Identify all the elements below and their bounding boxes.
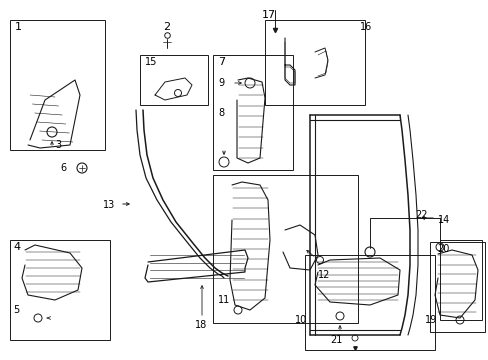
Text: 18: 18	[195, 320, 207, 330]
Text: 9: 9	[218, 78, 224, 88]
Text: 14: 14	[437, 215, 449, 225]
Text: 12: 12	[317, 270, 330, 280]
Bar	[213, 55, 292, 170]
Text: 13: 13	[103, 200, 115, 210]
Text: 15: 15	[145, 57, 157, 67]
Bar	[10, 240, 110, 340]
Bar	[429, 242, 484, 332]
Text: 16: 16	[359, 22, 371, 32]
Text: 5: 5	[13, 305, 19, 315]
Text: 17: 17	[262, 10, 276, 20]
Text: 19: 19	[424, 315, 436, 325]
Text: 21: 21	[329, 335, 342, 345]
Text: 10: 10	[294, 315, 306, 325]
Text: 8: 8	[218, 108, 224, 118]
Bar	[10, 20, 105, 150]
Bar	[264, 20, 364, 105]
Text: 22: 22	[414, 210, 427, 220]
Text: 11: 11	[218, 295, 230, 305]
Text: 3: 3	[55, 140, 61, 150]
Text: 1: 1	[15, 22, 22, 32]
Bar	[439, 240, 481, 320]
Text: 6: 6	[60, 163, 66, 173]
Bar	[140, 55, 207, 105]
Bar	[305, 255, 434, 350]
Text: 2: 2	[163, 22, 170, 32]
Bar	[213, 175, 357, 323]
Text: 7: 7	[218, 57, 224, 67]
Text: 4: 4	[13, 242, 20, 252]
Text: 20: 20	[436, 244, 448, 254]
